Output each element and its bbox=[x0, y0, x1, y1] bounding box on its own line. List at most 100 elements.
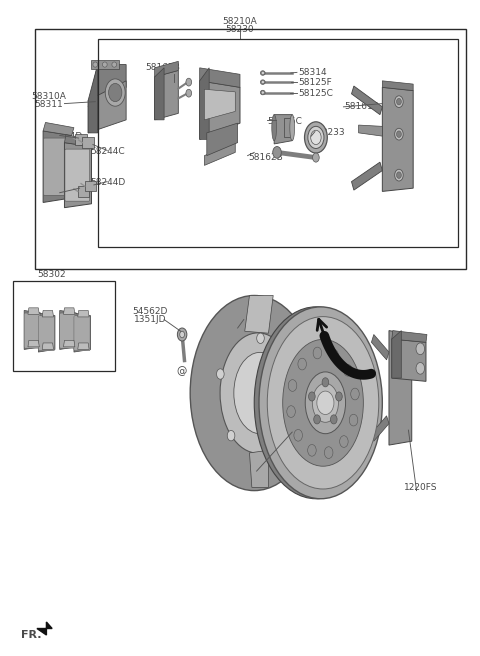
FancyBboxPatch shape bbox=[38, 316, 55, 351]
Circle shape bbox=[186, 89, 192, 97]
FancyBboxPatch shape bbox=[24, 313, 40, 348]
Polygon shape bbox=[83, 137, 94, 148]
Ellipse shape bbox=[308, 127, 324, 148]
Text: 58311: 58311 bbox=[34, 100, 63, 109]
Text: 58243A: 58243A bbox=[245, 306, 279, 316]
Circle shape bbox=[288, 380, 297, 392]
Polygon shape bbox=[43, 131, 72, 203]
Circle shape bbox=[416, 363, 424, 374]
Polygon shape bbox=[42, 343, 54, 350]
FancyBboxPatch shape bbox=[44, 138, 70, 195]
Polygon shape bbox=[28, 340, 39, 347]
Circle shape bbox=[178, 328, 187, 341]
Polygon shape bbox=[37, 622, 52, 635]
Ellipse shape bbox=[261, 91, 264, 94]
Circle shape bbox=[298, 358, 306, 370]
Text: 58302: 58302 bbox=[37, 270, 66, 279]
Circle shape bbox=[227, 430, 235, 441]
Ellipse shape bbox=[261, 91, 265, 95]
Text: 58244D: 58244D bbox=[91, 178, 126, 188]
Ellipse shape bbox=[220, 333, 296, 453]
Polygon shape bbox=[250, 450, 268, 487]
Ellipse shape bbox=[190, 295, 318, 491]
Text: 1220FS: 1220FS bbox=[404, 483, 437, 492]
Circle shape bbox=[314, 415, 320, 424]
Text: 58411B: 58411B bbox=[228, 463, 262, 472]
Circle shape bbox=[395, 96, 403, 108]
Polygon shape bbox=[383, 81, 413, 91]
Circle shape bbox=[322, 378, 329, 387]
Ellipse shape bbox=[234, 352, 286, 434]
Polygon shape bbox=[274, 115, 292, 144]
Text: 58125F: 58125F bbox=[298, 77, 332, 87]
Circle shape bbox=[351, 388, 359, 400]
Ellipse shape bbox=[93, 62, 97, 67]
Text: 58244C: 58244C bbox=[47, 190, 82, 199]
Polygon shape bbox=[74, 313, 91, 352]
Ellipse shape bbox=[272, 115, 276, 140]
Circle shape bbox=[294, 430, 302, 441]
FancyBboxPatch shape bbox=[74, 316, 90, 351]
Ellipse shape bbox=[261, 72, 264, 75]
Ellipse shape bbox=[226, 361, 254, 400]
Circle shape bbox=[396, 131, 401, 137]
Text: 58235C: 58235C bbox=[267, 117, 302, 126]
Polygon shape bbox=[155, 61, 179, 77]
Circle shape bbox=[416, 343, 424, 355]
Polygon shape bbox=[64, 142, 92, 208]
Polygon shape bbox=[200, 68, 240, 87]
Polygon shape bbox=[207, 123, 238, 155]
Polygon shape bbox=[200, 81, 240, 139]
Ellipse shape bbox=[261, 80, 265, 85]
Text: 58244: 58244 bbox=[245, 315, 273, 324]
Polygon shape bbox=[64, 135, 93, 146]
Ellipse shape bbox=[290, 115, 295, 140]
Circle shape bbox=[284, 369, 292, 379]
Circle shape bbox=[340, 436, 348, 447]
Ellipse shape bbox=[254, 307, 378, 499]
Polygon shape bbox=[389, 331, 412, 445]
Polygon shape bbox=[60, 310, 76, 350]
Circle shape bbox=[308, 445, 316, 456]
Ellipse shape bbox=[283, 339, 363, 466]
Polygon shape bbox=[24, 310, 41, 350]
Ellipse shape bbox=[311, 131, 321, 144]
Circle shape bbox=[287, 405, 295, 417]
Ellipse shape bbox=[312, 383, 338, 422]
Ellipse shape bbox=[102, 62, 107, 67]
Polygon shape bbox=[155, 70, 179, 120]
Ellipse shape bbox=[261, 81, 264, 84]
Circle shape bbox=[273, 146, 281, 158]
Ellipse shape bbox=[108, 83, 122, 102]
Polygon shape bbox=[88, 64, 97, 133]
Ellipse shape bbox=[261, 71, 265, 75]
Text: 54562D: 54562D bbox=[132, 306, 168, 316]
Ellipse shape bbox=[112, 62, 117, 67]
Polygon shape bbox=[359, 125, 383, 136]
Text: 58163B: 58163B bbox=[146, 64, 180, 72]
Polygon shape bbox=[245, 295, 273, 333]
Text: 58310A: 58310A bbox=[31, 92, 66, 101]
Circle shape bbox=[268, 436, 276, 447]
Circle shape bbox=[330, 415, 337, 424]
Polygon shape bbox=[63, 308, 75, 314]
Circle shape bbox=[396, 172, 401, 178]
Circle shape bbox=[180, 331, 184, 338]
Ellipse shape bbox=[105, 79, 125, 106]
Bar bbox=[13, 281, 115, 371]
Text: FR.: FR. bbox=[21, 630, 41, 640]
Ellipse shape bbox=[305, 372, 346, 434]
Text: 58210A: 58210A bbox=[223, 17, 257, 26]
Text: 58230: 58230 bbox=[226, 25, 254, 34]
Circle shape bbox=[309, 392, 315, 401]
Bar bbox=[97, 39, 458, 247]
Text: 58244C: 58244C bbox=[91, 147, 125, 156]
Polygon shape bbox=[351, 86, 383, 115]
Polygon shape bbox=[372, 335, 389, 360]
Text: 58314: 58314 bbox=[298, 68, 326, 77]
Polygon shape bbox=[42, 310, 54, 317]
Text: @: @ bbox=[176, 366, 186, 376]
Polygon shape bbox=[383, 87, 413, 192]
Circle shape bbox=[349, 414, 358, 426]
Circle shape bbox=[324, 447, 333, 459]
